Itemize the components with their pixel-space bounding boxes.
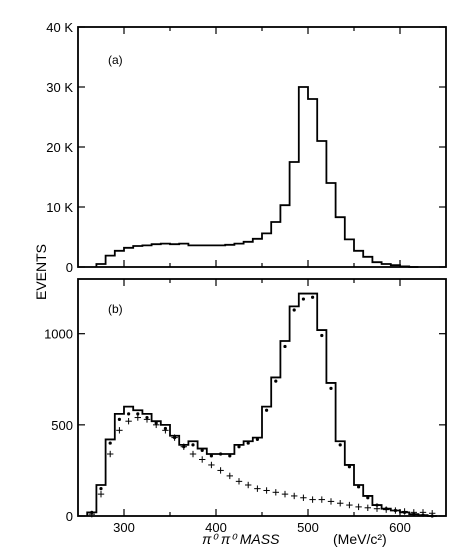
- data-point-dot: [338, 443, 342, 447]
- x-tick-label: 500: [297, 520, 319, 535]
- data-point-plus: [97, 490, 105, 498]
- data-point-plus: [226, 472, 233, 480]
- panel-b-histogram: [86, 292, 437, 517]
- data-point-plus: [300, 494, 307, 501]
- data-point-dot: [136, 412, 140, 416]
- y-axis-title: EVENTS: [33, 244, 49, 300]
- y-tick-label: 40 K: [46, 20, 73, 35]
- data-point-plus: [134, 414, 141, 421]
- data-point-dot: [117, 417, 121, 421]
- y-tick-label: 20 K: [46, 140, 73, 155]
- data-point-dot: [265, 408, 269, 412]
- panel-b-ticks: 0 500 1000 300 400 500 600: [44, 279, 446, 535]
- data-point-dot: [200, 448, 204, 452]
- data-point-dot: [375, 503, 379, 507]
- data-point-dot: [274, 379, 278, 383]
- y-tick-label: 10 K: [46, 200, 73, 215]
- data-point-plus: [107, 450, 114, 458]
- data-point-dot: [219, 452, 223, 456]
- data-point-dot: [228, 454, 232, 458]
- data-point-dot: [99, 487, 103, 491]
- data-point-dot: [357, 485, 361, 489]
- data-point-plus: [116, 427, 123, 434]
- y-tick-label: 0: [66, 260, 73, 275]
- data-point-plus: [429, 510, 436, 517]
- data-point-plus: [337, 500, 344, 507]
- data-point-plus: [180, 443, 187, 450]
- x-tick-label: 600: [389, 520, 411, 535]
- data-point-plus: [401, 508, 408, 515]
- data-point-dot: [127, 412, 131, 416]
- data-point-plus: [327, 498, 335, 505]
- data-point-plus: [162, 427, 169, 434]
- panel-a-histogram: [95, 86, 419, 268]
- data-point-plus: [318, 496, 325, 503]
- data-point-dot: [366, 496, 370, 500]
- data-point-dot: [209, 454, 213, 458]
- data-point-plus: [419, 509, 427, 516]
- data-point-dot: [283, 344, 287, 349]
- panel-b-plus-markers: [88, 414, 436, 518]
- x-axis-unit: (MeV/c²): [333, 531, 387, 547]
- y-tick-label: 500: [51, 418, 73, 433]
- x-axis-title: π⁰ π⁰ MASS: [202, 531, 280, 547]
- panel-b-frame: [77, 278, 447, 517]
- data-point-plus: [171, 434, 178, 441]
- data-point-plus: [392, 507, 399, 514]
- data-point-dot: [311, 295, 315, 299]
- data-point-plus: [355, 503, 362, 511]
- data-point-plus: [281, 490, 289, 498]
- data-point-plus: [383, 506, 390, 513]
- data-point-plus: [346, 501, 353, 509]
- data-point-plus: [153, 421, 160, 429]
- data-point-dot: [292, 308, 296, 312]
- y-tick-label: 0: [66, 509, 73, 524]
- data-point-dot: [320, 333, 324, 338]
- panel-b: (b) 0 500 1000 300 400 500 600: [44, 278, 447, 535]
- data-point-dot: [246, 441, 250, 445]
- data-point-plus: [291, 492, 298, 500]
- data-point-dot: [347, 465, 351, 469]
- data-point-dot: [237, 445, 241, 449]
- x-tick-label: 400: [205, 520, 227, 535]
- data-point-plus: [373, 505, 381, 512]
- data-point-plus: [272, 489, 279, 496]
- panel-a-frame: [77, 26, 447, 268]
- panel-b-label: (b): [108, 302, 123, 316]
- data-point-dot: [329, 386, 333, 390]
- panel-a-ticks: 0 10 K 20 K 30 K 40 K: [46, 20, 446, 275]
- x-tick-label: 300: [113, 520, 135, 535]
- data-point-plus: [208, 461, 215, 469]
- data-point-dot: [108, 441, 112, 445]
- data-point-plus: [245, 481, 252, 489]
- data-point-plus: [410, 509, 417, 516]
- y-tick-label: 30 K: [46, 80, 73, 95]
- data-point-plus: [189, 450, 197, 458]
- panel-a-label: (a): [108, 53, 123, 67]
- data-point-plus: [309, 496, 316, 503]
- data-point-dot: [301, 297, 305, 301]
- data-point-dot: [191, 443, 195, 447]
- data-point-plus: [88, 510, 95, 518]
- data-point-plus: [235, 478, 243, 485]
- data-point-plus: [217, 467, 224, 474]
- data-point-plus: [143, 416, 151, 423]
- data-point-plus: [263, 487, 270, 494]
- data-point-plus: [199, 456, 206, 463]
- data-point-plus: [254, 485, 261, 492]
- y-tick-label: 1000: [44, 327, 73, 342]
- data-point-plus: [364, 504, 371, 511]
- data-point-plus: [125, 418, 132, 425]
- data-point-dot: [255, 437, 259, 442]
- panel-a: (a) 0 10 K 20 K 30 K 40 K: [46, 20, 447, 275]
